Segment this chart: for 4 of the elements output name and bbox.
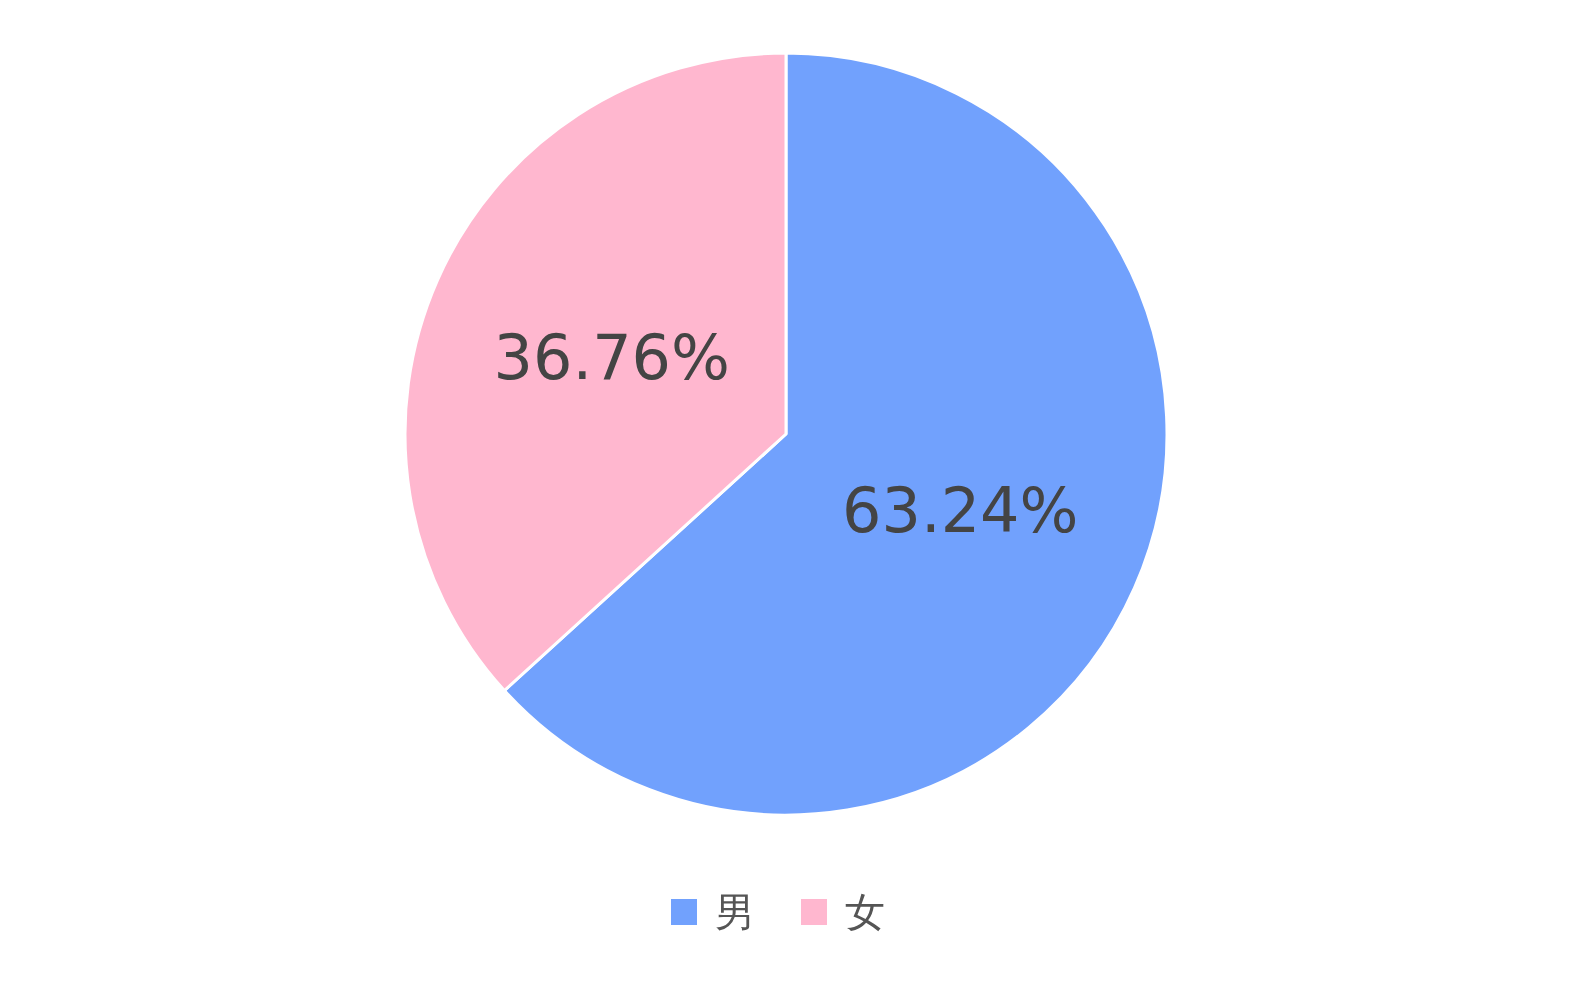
legend-label: 女	[845, 889, 885, 935]
data-label: 63.24%	[842, 474, 1079, 548]
data-label: 36.76%	[493, 320, 730, 394]
legend-label: 男	[715, 889, 755, 935]
